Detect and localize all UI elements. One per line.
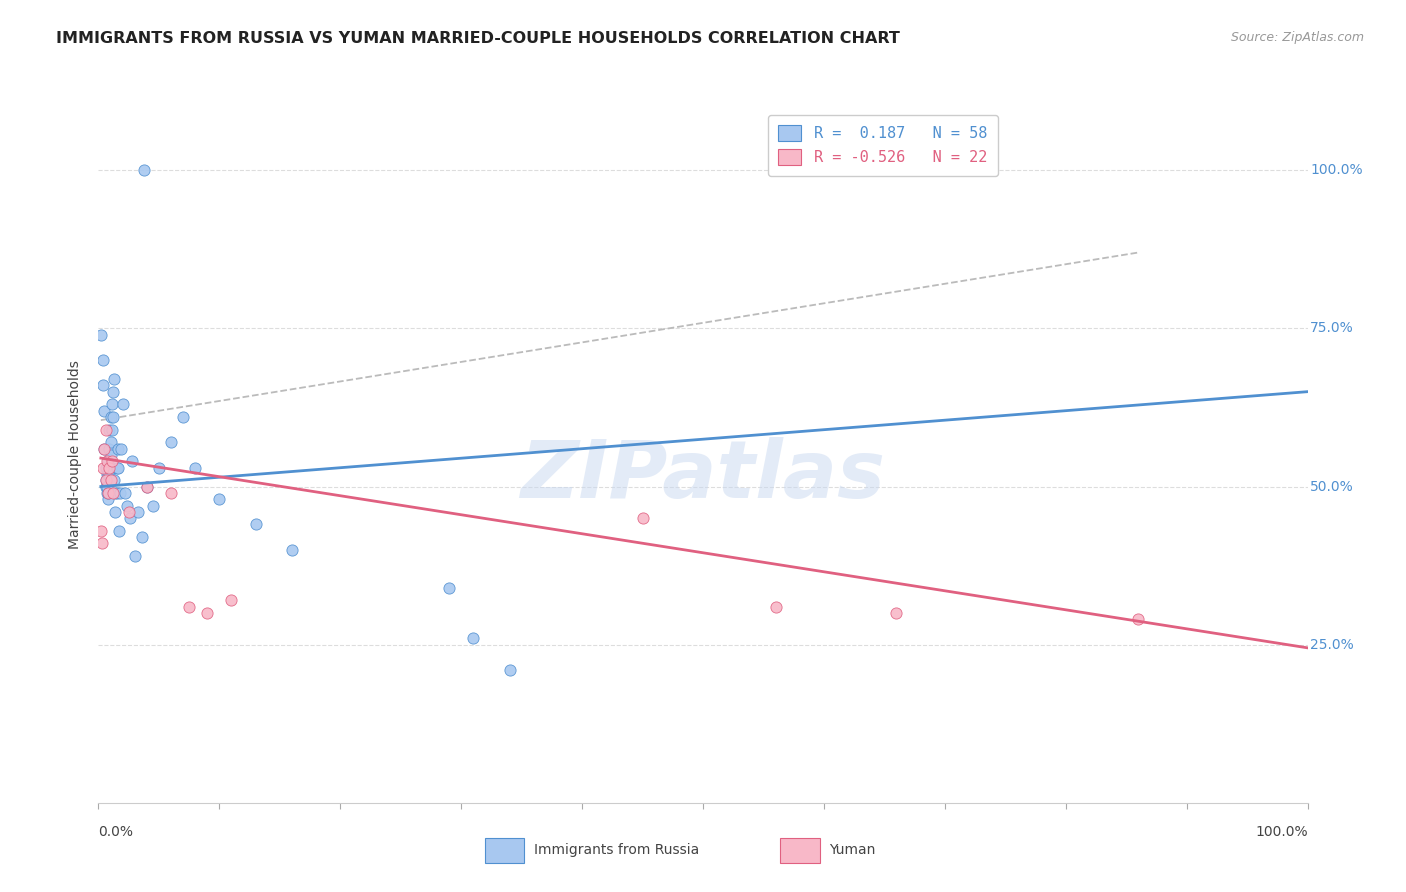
Text: ZIPatlas: ZIPatlas — [520, 437, 886, 515]
Point — [101, 384, 124, 399]
Text: 100.0%: 100.0% — [1310, 163, 1362, 178]
Point — [98, 423, 121, 437]
Point — [96, 486, 118, 500]
Text: 25.0%: 25.0% — [1310, 638, 1354, 652]
Point — [1128, 612, 1150, 626]
Point — [94, 473, 117, 487]
Point — [103, 372, 125, 386]
Point — [100, 473, 122, 487]
Text: Yuman: Yuman — [830, 843, 876, 857]
Point — [97, 486, 120, 500]
Point — [93, 442, 115, 456]
Text: Immigrants from Russia: Immigrants from Russia — [534, 843, 700, 857]
Point — [118, 511, 141, 525]
Point — [208, 492, 231, 507]
Point — [281, 542, 304, 557]
Point — [94, 423, 117, 437]
Point — [97, 492, 120, 507]
Point — [117, 499, 139, 513]
Point — [245, 517, 267, 532]
Point — [104, 486, 127, 500]
Point — [96, 467, 118, 481]
Point — [100, 423, 122, 437]
Text: IMMIGRANTS FROM RUSSIA VS YUMAN MARRIED-COUPLE HOUSEHOLDS CORRELATION CHART: IMMIGRANTS FROM RUSSIA VS YUMAN MARRIED-… — [56, 31, 900, 46]
Point — [101, 409, 124, 424]
Point — [127, 505, 149, 519]
Point — [160, 486, 183, 500]
Point — [110, 442, 132, 456]
Point — [107, 460, 129, 475]
Point — [135, 479, 157, 493]
Point — [90, 524, 112, 538]
Point — [100, 460, 122, 475]
Point — [93, 442, 115, 456]
Point — [101, 486, 124, 500]
Point — [91, 536, 114, 550]
Point — [142, 499, 165, 513]
Text: 100.0%: 100.0% — [1256, 825, 1308, 839]
Text: 50.0%: 50.0% — [1310, 480, 1354, 493]
Point — [93, 403, 115, 417]
Point — [221, 593, 243, 607]
Point — [114, 486, 136, 500]
Point — [498, 663, 520, 677]
Point — [90, 327, 112, 342]
Text: Source: ZipAtlas.com: Source: ZipAtlas.com — [1230, 31, 1364, 45]
Point — [94, 460, 117, 475]
Point — [100, 435, 122, 450]
Point — [91, 460, 114, 475]
Point — [97, 454, 120, 468]
Point — [100, 397, 122, 411]
Point — [100, 454, 122, 468]
Point — [131, 530, 153, 544]
Point — [886, 606, 908, 620]
Point — [98, 460, 121, 475]
Point — [177, 599, 201, 614]
Y-axis label: Married-couple Households: Married-couple Households — [69, 360, 83, 549]
Point — [105, 486, 128, 500]
Legend: R =  0.187   N = 58, R = -0.526   N = 22: R = 0.187 N = 58, R = -0.526 N = 22 — [768, 115, 998, 176]
Point — [97, 486, 120, 500]
Point — [91, 353, 114, 368]
Point — [184, 460, 207, 475]
Point — [98, 467, 121, 481]
Point — [104, 505, 127, 519]
Point — [97, 467, 120, 481]
Point — [105, 460, 128, 475]
Point — [94, 473, 117, 487]
Point — [98, 442, 121, 456]
Point — [94, 479, 117, 493]
Point — [463, 632, 485, 646]
Point — [108, 486, 131, 500]
Point — [172, 409, 194, 424]
Point — [103, 473, 125, 487]
Point — [631, 511, 654, 525]
Point — [100, 448, 122, 462]
Point — [160, 435, 183, 450]
Point — [108, 524, 131, 538]
Point — [765, 599, 787, 614]
Point — [135, 479, 157, 493]
Point — [134, 163, 156, 178]
Point — [100, 409, 122, 424]
Point — [111, 397, 134, 411]
Point — [195, 606, 218, 620]
Point — [118, 505, 141, 519]
Point — [107, 442, 129, 456]
Point — [96, 479, 118, 493]
Point — [121, 454, 143, 468]
Point — [91, 378, 114, 392]
Point — [96, 454, 118, 468]
Text: 75.0%: 75.0% — [1310, 321, 1354, 335]
Text: 0.0%: 0.0% — [98, 825, 134, 839]
Point — [437, 581, 460, 595]
Point — [148, 460, 170, 475]
Point — [124, 549, 146, 563]
